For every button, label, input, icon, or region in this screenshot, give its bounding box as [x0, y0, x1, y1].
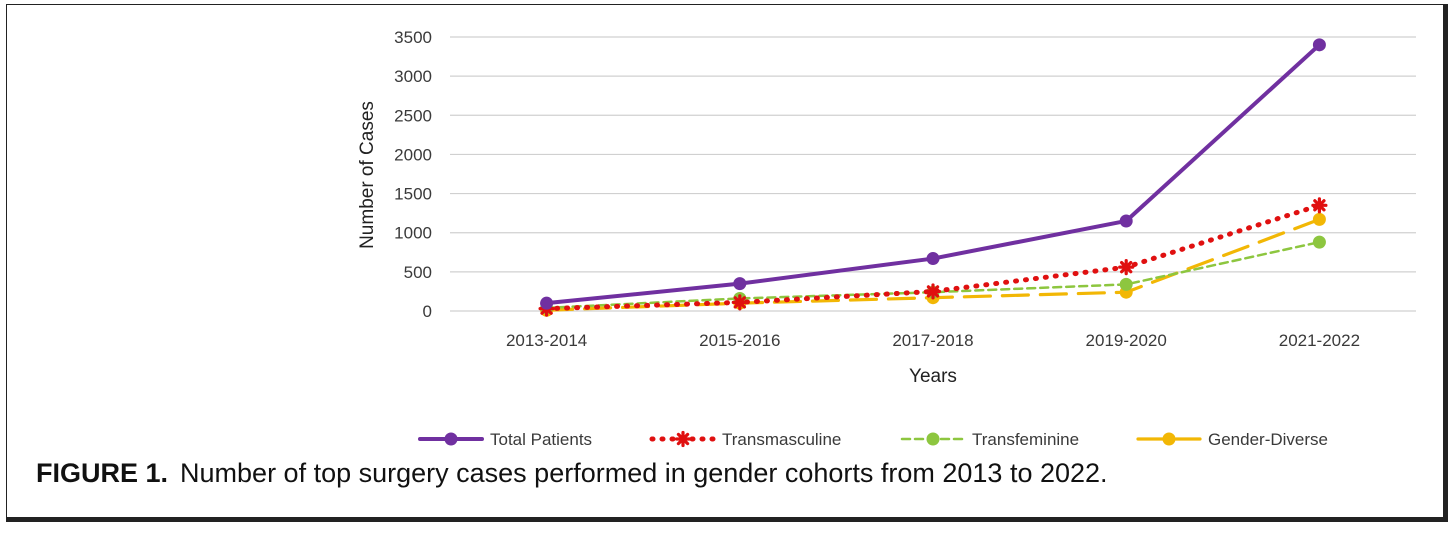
- legend-label: Gender-Diverse: [1208, 430, 1328, 449]
- data-point: [540, 296, 554, 310]
- data-point: [1119, 277, 1133, 291]
- y-tick-label: 3000: [394, 67, 432, 86]
- data-point: [1312, 235, 1326, 249]
- legend-marker: [674, 430, 692, 448]
- x-tick-label: 2013-2014: [506, 331, 587, 350]
- y-tick-label: 2000: [394, 145, 432, 164]
- series-line: [544, 202, 1322, 312]
- legend-label: Transfeminine: [972, 430, 1079, 449]
- legend-label: Total Patients: [490, 430, 592, 449]
- y-tick-label: 2500: [394, 106, 432, 125]
- legend-marker: [926, 432, 940, 446]
- legend-item: Total Patients: [418, 430, 592, 449]
- y-tick-label: 1500: [394, 185, 432, 204]
- x-tick-label: 2019-2020: [1086, 331, 1167, 350]
- gridlines: [450, 36, 1416, 312]
- legend: Total Patients Transmasculine Transfeminin…: [418, 430, 1328, 449]
- legend-item: Transmasculine: [649, 430, 841, 449]
- data-point: [731, 294, 748, 311]
- figure-caption-label: FIGURE 1.: [36, 458, 169, 488]
- data-point: [1312, 212, 1326, 226]
- series-transmasculine: [538, 197, 1328, 317]
- series-total-patients: [540, 38, 1326, 310]
- series-group: [538, 38, 1328, 317]
- y-axis-label: Number of Cases: [357, 101, 378, 249]
- series-line: [545, 240, 1321, 310]
- x-tick-label: 2015-2016: [699, 331, 780, 350]
- y-tick-labels: 0 500 1000 1500 2000 2500 3000 3500: [394, 28, 432, 321]
- x-tick-label: 2017-2018: [892, 331, 973, 350]
- figure-caption: FIGURE 1. Number of top surgery cases per…: [36, 458, 1108, 489]
- data-point: [926, 252, 940, 266]
- data-point: [733, 277, 747, 291]
- data-point: [924, 283, 942, 300]
- data-point: [1312, 38, 1326, 52]
- data-point: [1118, 259, 1135, 276]
- x-tick-label: 2021-2022: [1279, 331, 1360, 350]
- x-tick-labels: 2013-2014 2015-2016 2017-2018 2019-2020 2021…: [506, 331, 1360, 350]
- figure-caption-text: Number of top surgery cases performed in…: [180, 458, 1108, 488]
- legend-marker: [444, 432, 458, 446]
- x-axis-label: Years: [909, 366, 957, 387]
- data-point: [1119, 214, 1133, 228]
- y-tick-label: 0: [423, 302, 432, 321]
- y-tick-label: 3500: [394, 28, 432, 47]
- y-tick-label: 1000: [394, 224, 432, 243]
- legend-item: Gender-Diverse: [1136, 430, 1328, 449]
- legend-item: Transfeminine: [900, 430, 1079, 449]
- legend-label: Transmasculine: [722, 430, 841, 449]
- legend-marker: [1162, 432, 1176, 446]
- y-tick-label: 500: [404, 263, 432, 282]
- data-point: [1311, 197, 1328, 214]
